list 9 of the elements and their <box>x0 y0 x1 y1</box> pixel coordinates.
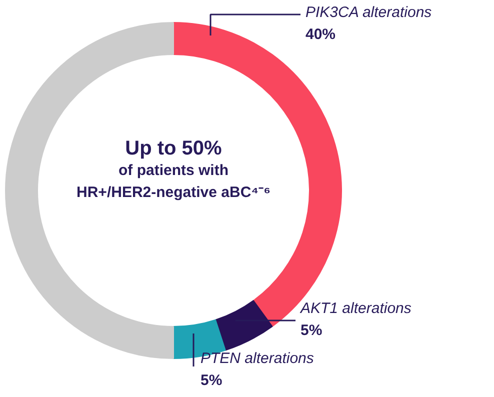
text: of patients with <box>118 162 228 179</box>
data-label: 5% <box>300 322 322 339</box>
data-label: 40% <box>306 26 336 43</box>
slice-label: PIK3CA alterations <box>306 4 432 21</box>
text: Up to 50% <box>125 138 222 160</box>
text: HR+/HER2-negative aBC⁴⁻⁶ <box>76 184 270 201</box>
data-label: 5% <box>200 372 222 389</box>
slice-label: PTEN alterations <box>200 350 314 367</box>
slice-label: AKT1 alterations <box>300 300 412 317</box>
